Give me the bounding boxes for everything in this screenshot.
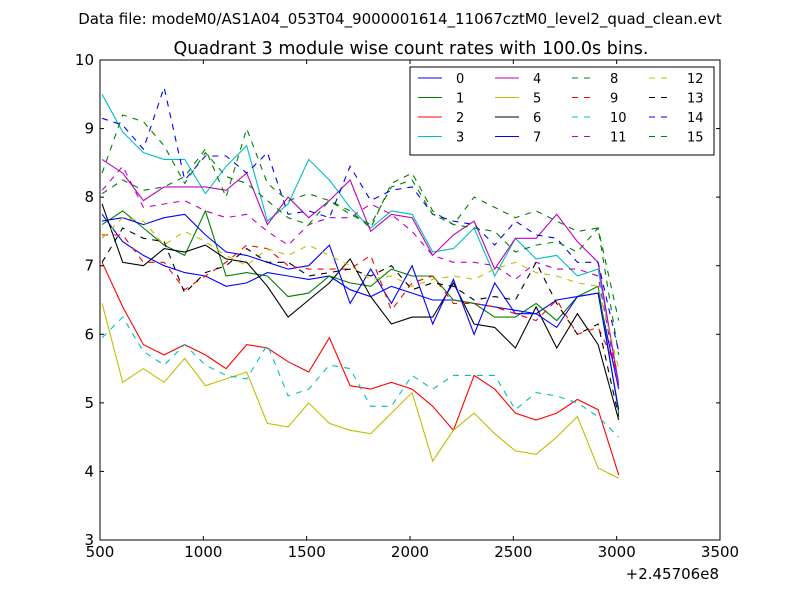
series-line-10 (101, 316, 620, 438)
chart-title: Quadrant 3 module wise count rates with … (174, 39, 649, 59)
series-line-0 (101, 213, 620, 390)
y-tick-label: 4 (84, 462, 94, 480)
series-line-13 (101, 227, 620, 417)
legend-box (409, 66, 715, 156)
series-line-1 (101, 209, 620, 414)
x-tick-label: 2000 (391, 543, 429, 561)
y-tick-label: 5 (84, 394, 94, 412)
y-tick-label: 6 (84, 325, 94, 343)
y-tick-label: 7 (84, 257, 94, 275)
y-tick-label: 8 (84, 188, 94, 206)
legend-label-1: 1 (456, 92, 464, 107)
series-line-4 (101, 158, 620, 386)
legend-label-14: 14 (687, 111, 704, 126)
legend-label-2: 2 (456, 111, 464, 126)
series-line-5 (101, 303, 619, 479)
x-tick-label: 500 (86, 543, 115, 561)
suptitle: Data file: modeM0/AS1A04_053T04_90000016… (78, 10, 722, 29)
x-offset-label: +2.45706e8 (626, 565, 719, 583)
legend-label-13: 13 (687, 92, 704, 107)
series-line-14 (101, 85, 620, 352)
x-tick-label: 1500 (288, 543, 326, 561)
legend-label-11: 11 (610, 131, 627, 146)
series-line-8 (101, 126, 620, 355)
series-line-7 (102, 213, 620, 410)
series-line-9 (102, 234, 620, 373)
x-tick-label: 1000 (184, 543, 222, 561)
legend-label-0: 0 (456, 72, 464, 87)
legend-label-3: 3 (456, 131, 464, 146)
series-line-3 (101, 94, 620, 383)
series-line-12 (101, 217, 620, 369)
legend-label-15: 15 (687, 131, 704, 146)
x-tick-label: 2500 (494, 543, 532, 561)
y-tick-label: 9 (84, 120, 94, 138)
legend-label-12: 12 (687, 72, 704, 87)
legend-label-8: 8 (610, 72, 618, 87)
legend-label-9: 9 (610, 92, 618, 107)
series-line-11 (101, 165, 620, 390)
y-tick-label: 3 (84, 531, 94, 549)
series-layer (101, 85, 620, 479)
x-tick-label: 3500 (701, 543, 739, 561)
legend-label-10: 10 (610, 111, 627, 126)
x-tick-label: 3000 (598, 543, 636, 561)
legend-label-4: 4 (533, 72, 541, 87)
series-line-2 (101, 262, 620, 476)
legend-label-7: 7 (533, 131, 541, 146)
legend-label-5: 5 (533, 92, 541, 107)
legend-label-6: 6 (533, 111, 541, 126)
y-tick-label: 10 (75, 51, 94, 69)
